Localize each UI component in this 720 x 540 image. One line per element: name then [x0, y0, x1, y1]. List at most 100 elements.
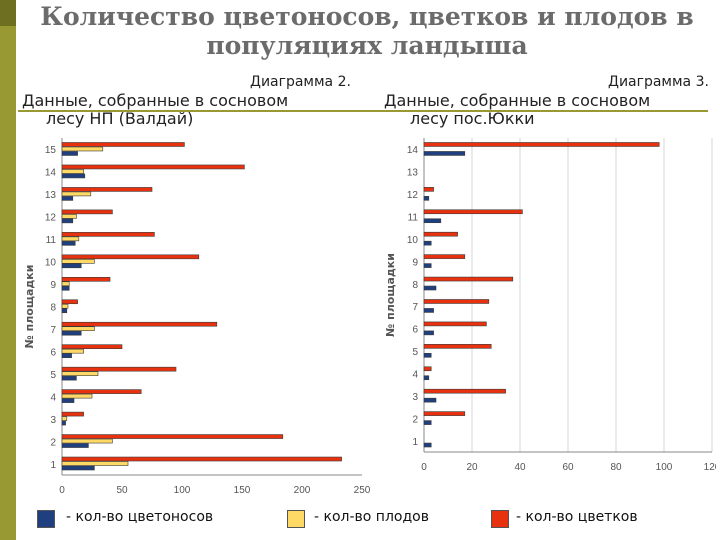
bar-peduncles: [423, 353, 432, 358]
diagram-2-desc-line1: Данные, собранные в сосновом: [384, 91, 651, 110]
bar-flowers: [423, 388, 506, 394]
bar-peduncles: [423, 151, 466, 156]
x-tick-label: 0: [421, 462, 427, 473]
x-tick-label: 60: [562, 462, 574, 473]
diagram-1-desc-line1: Данные, собранные в сосновом: [22, 91, 289, 110]
y-tick-label: 6: [50, 347, 56, 358]
y-tick-label: 1: [50, 460, 56, 471]
x-tick-label: 200: [294, 485, 311, 496]
bar-flowers: [61, 187, 153, 192]
bar-fruits: [61, 146, 104, 152]
y-tick-label: 8: [412, 280, 418, 291]
bar-peduncles: [423, 442, 432, 448]
y-tick-label: 7: [412, 302, 418, 313]
y-tick-label: 3: [412, 392, 418, 403]
x-tick-label: 80: [610, 462, 622, 473]
y-tick-label: 1: [412, 437, 418, 448]
x-tick-label: 100: [656, 462, 673, 473]
diagram-1-desc-line2: лесу НП (Валдай): [46, 109, 194, 128]
x-tick-label: 40: [514, 462, 526, 473]
bar-peduncles: [423, 420, 432, 425]
bar-flowers: [423, 187, 434, 192]
y-tick-label: 14: [407, 145, 419, 156]
legend-swatch-fruits: [287, 510, 305, 528]
bar-fruits: [61, 326, 95, 332]
bar-fruits: [61, 214, 77, 219]
x-tick-label: 120: [704, 462, 716, 473]
bar-peduncles: [61, 398, 75, 403]
bar-fruits: [61, 416, 68, 421]
bar-fruits: [61, 259, 95, 264]
bar-fruits: [61, 438, 113, 444]
bar-fruits: [61, 191, 92, 197]
bar-flowers: [61, 344, 123, 349]
legend-swatch-peduncles: [37, 510, 55, 528]
legend-label-fruits: - кол-во плодов: [314, 509, 429, 525]
bar-flowers: [423, 231, 458, 237]
y-tick-label: 7: [50, 325, 56, 336]
bar-flowers: [423, 142, 660, 147]
y-tick-label: 3: [50, 415, 56, 426]
bar-peduncles: [61, 443, 89, 448]
diagram-2-desc-line2: лесу пос.Юкки: [410, 109, 535, 128]
bar-peduncles: [423, 397, 437, 403]
y-axis-label: № площадки: [23, 265, 36, 349]
bar-flowers: [61, 276, 111, 282]
bar-flowers: [423, 344, 492, 349]
bar-flowers: [423, 299, 490, 304]
y-tick-label: 5: [412, 347, 418, 358]
bar-peduncles: [61, 375, 77, 381]
diagram-2-label: Диаграмма 3.: [608, 74, 709, 90]
bar-peduncles: [423, 196, 430, 201]
bar-flowers: [423, 276, 514, 282]
bar-flowers: [423, 209, 523, 215]
bar-fruits: [61, 461, 129, 466]
bar-peduncles: [423, 240, 432, 246]
bar-peduncles: [61, 420, 66, 426]
bar-fruits: [61, 281, 70, 287]
y-tick-label: 11: [46, 235, 57, 246]
bar-flowers: [423, 254, 466, 259]
y-tick-label: 10: [45, 258, 57, 269]
y-tick-label: 4: [50, 392, 56, 403]
bar-flowers: [61, 232, 155, 237]
header-divider: [18, 110, 708, 112]
bar-peduncles: [423, 330, 434, 336]
bar-flowers: [61, 389, 142, 394]
bar-peduncles: [61, 196, 74, 201]
accent-sidebar: [0, 0, 16, 540]
y-tick-label: 9: [412, 257, 418, 268]
bar-peduncles: [61, 263, 82, 269]
bar-fruits: [61, 169, 84, 174]
bar-peduncles: [423, 218, 442, 224]
y-tick-label: 5: [50, 370, 56, 381]
bar-peduncles: [423, 263, 432, 268]
x-tick-label: 250: [354, 485, 371, 496]
y-axis-label: № площадки: [384, 253, 397, 337]
bar-flowers: [61, 254, 200, 260]
bar-peduncles: [61, 285, 70, 291]
bar-flowers: [423, 366, 432, 372]
bar-fruits: [61, 236, 80, 242]
legend-swatch-flowers: [491, 510, 509, 528]
y-tick-label: 2: [412, 414, 418, 425]
y-tick-label: 15: [45, 145, 57, 156]
bar-peduncles: [423, 308, 434, 313]
bar-peduncles: [423, 375, 430, 381]
legend-label-flowers: - кол-во цветков: [516, 509, 638, 525]
y-tick-label: 14: [45, 168, 57, 179]
y-tick-label: 8: [50, 303, 56, 314]
bar-flowers: [61, 321, 218, 327]
y-tick-label: 10: [407, 235, 419, 246]
bar-peduncles: [423, 285, 437, 291]
bar-flowers: [61, 299, 78, 305]
y-tick-label: 9: [50, 280, 56, 291]
page-title: Количество цветоносов, цветков и плодов …: [40, 2, 694, 60]
bar-flowers: [61, 142, 185, 147]
bar-flowers: [61, 434, 284, 439]
bar-flowers: [423, 411, 466, 416]
x-tick-label: 150: [234, 485, 251, 496]
accent-sidebar-top: [0, 0, 16, 26]
bar-peduncles: [61, 151, 78, 156]
